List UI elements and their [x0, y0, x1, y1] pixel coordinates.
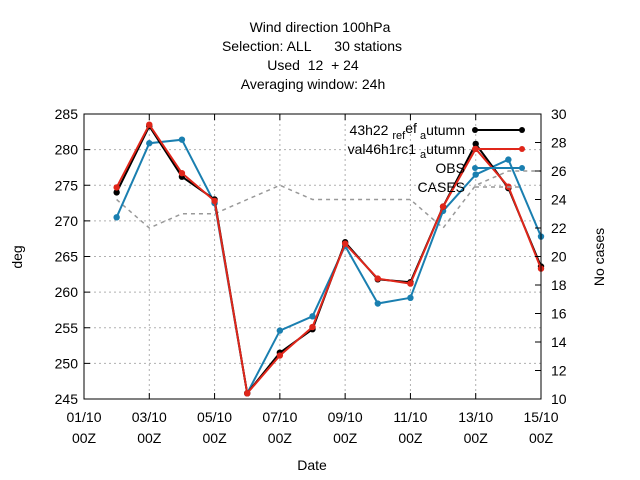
- plot-frame: [83, 113, 542, 400]
- legend-marker: [519, 146, 525, 152]
- data-point: [113, 189, 120, 196]
- data-point: [276, 352, 284, 359]
- series-obs: [113, 136, 545, 397]
- x-axis-label: Date: [297, 457, 327, 473]
- chart-title: Wind direction 100hPa Selection: ALL 30 …: [222, 19, 402, 92]
- x-tick-label: 00Z: [203, 430, 228, 446]
- data-point: [146, 121, 153, 128]
- y-axis-label: deg: [9, 245, 25, 268]
- title-line-3: Used 12 + 24: [267, 57, 359, 73]
- y2-tick-label: 16: [551, 306, 567, 322]
- x-tick-label: 00Z: [72, 430, 97, 446]
- legend-marker: [519, 127, 525, 133]
- data-point: [309, 313, 316, 320]
- y2-axis-label: No cases: [591, 228, 607, 286]
- data-point: [244, 390, 251, 397]
- legend-label: 43h22 refef autumn: [350, 120, 465, 142]
- y-tick-label: 260: [55, 284, 79, 300]
- x-tick-label: 05/10: [197, 409, 232, 425]
- x-tick-label: 00Z: [398, 430, 423, 446]
- series-line: [115, 138, 542, 397]
- data-point: [178, 169, 186, 177]
- y2-tick-label: 24: [551, 192, 567, 208]
- x-axis-ticks: 01/10 00Z 03/10 00Z 05/10 00Z 07/10 00Z 09/10 00Z…: [66, 114, 559, 446]
- data-point: [276, 327, 284, 334]
- data-point: [113, 184, 120, 191]
- legend-marker: [472, 165, 478, 171]
- legend-marker: [519, 165, 525, 171]
- x-tick-label: 00Z: [333, 430, 358, 446]
- y-tick-label: 285: [55, 106, 79, 122]
- y-tick-label: 270: [55, 213, 79, 229]
- y-tick-label: 280: [55, 142, 79, 158]
- data-point: [374, 300, 381, 307]
- grid-lines: [84, 114, 541, 399]
- data-point: [505, 156, 512, 163]
- y2-tick-label: 28: [551, 135, 567, 151]
- data-point: [146, 140, 153, 147]
- data-point: [211, 197, 218, 205]
- x-tick-label: 00Z: [268, 430, 293, 446]
- legend-label: val46h1rc1 autumn: [348, 141, 465, 161]
- y2-tick-label: 12: [551, 363, 567, 379]
- title-line-2: Selection: ALL 30 stations: [222, 38, 402, 54]
- data-point: [309, 323, 316, 331]
- y-tick-label: 265: [55, 249, 79, 265]
- y-tick-label: 250: [55, 355, 79, 371]
- x-tick-label: 03/10: [132, 409, 167, 425]
- y-axis-ticks: 245 250 255 260 265 270 275 280 285: [55, 106, 90, 407]
- series-layer: [113, 121, 545, 397]
- x-tick-label: 00Z: [464, 430, 489, 446]
- y2-axis-ticks: 10 12 14 16 18 20 22 24 26 28 30: [535, 106, 567, 407]
- legend-marker: [472, 127, 478, 133]
- data-point: [407, 294, 414, 302]
- y2-tick-label: 26: [551, 163, 567, 179]
- x-tick-label: 09/10: [328, 409, 363, 425]
- data-point: [439, 203, 447, 210]
- title-line-4: Averaging window: 24h: [241, 76, 386, 92]
- x-tick-label: 15/10: [523, 409, 558, 425]
- y2-tick-label: 20: [551, 249, 567, 265]
- data-point: [341, 240, 349, 247]
- y-tick-label: 255: [55, 320, 79, 336]
- x-tick-label: 01/10: [66, 409, 101, 425]
- legend-marker: [472, 146, 478, 152]
- title-line-1: Wind direction 100hPa: [250, 19, 391, 35]
- legend-label: CASES: [418, 179, 465, 195]
- y2-tick-label: 30: [551, 106, 567, 122]
- data-point: [407, 280, 414, 287]
- x-tick-label: 13/10: [458, 409, 493, 425]
- y-tick-label: 245: [55, 391, 79, 407]
- data-point: [178, 136, 186, 143]
- y2-tick-label: 18: [551, 277, 567, 293]
- series-line: [116, 170, 541, 230]
- series-val46h1rc1-autumn: [113, 121, 545, 397]
- series-line: [115, 122, 542, 396]
- x-tick-label: 11/10: [393, 409, 427, 425]
- x-tick-label: 00Z: [529, 430, 554, 446]
- series-43h22-ref-autumn: [113, 122, 545, 397]
- data-point: [472, 140, 479, 148]
- y2-tick-label: 14: [551, 334, 567, 350]
- y2-tick-label: 22: [551, 220, 567, 236]
- y2-tick-label: 10: [551, 391, 567, 407]
- data-point: [374, 275, 381, 282]
- y-tick-label: 275: [55, 177, 79, 193]
- legend-label: OBS: [435, 160, 465, 176]
- data-point: [472, 171, 479, 178]
- x-tick-label: 07/10: [262, 409, 297, 425]
- data-point: [113, 214, 120, 221]
- x-tick-label: 00Z: [137, 430, 162, 446]
- series-cases: [116, 170, 541, 230]
